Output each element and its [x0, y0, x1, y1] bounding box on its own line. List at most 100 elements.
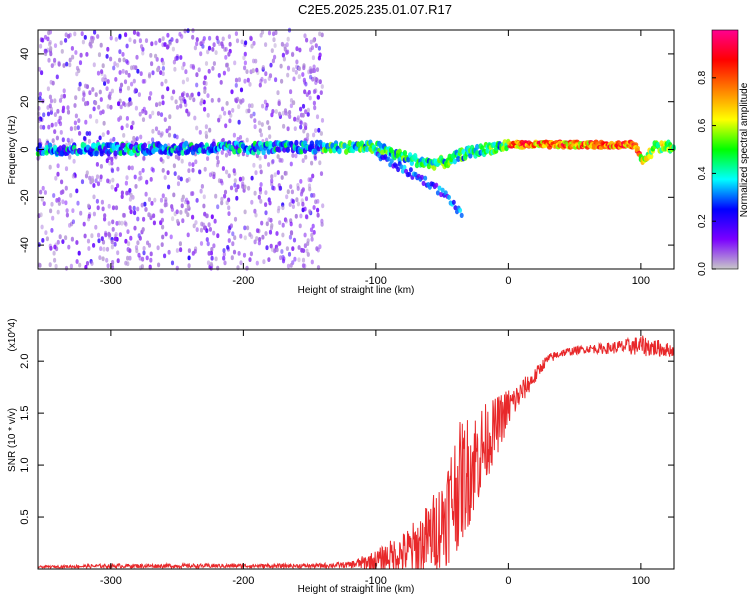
spectrogram-carrier-point — [321, 142, 327, 149]
spectrogram-noise-point — [306, 112, 310, 117]
spectrogram-noise-point — [309, 74, 313, 80]
spectrogram-noise-point — [160, 242, 164, 248]
spectrogram-noise-point — [250, 199, 254, 205]
spectrogram-noise-point — [76, 200, 80, 206]
spectrogram-noise-point — [148, 213, 152, 219]
spectrogram-noise-point — [179, 247, 183, 253]
spectrogram-noise-point — [233, 216, 238, 222]
spectrogram-noise-point — [65, 208, 69, 214]
spectrogram-noise-point — [279, 255, 283, 261]
spectrogram-noise-point — [204, 61, 209, 66]
spectrogram-noise-point — [50, 228, 54, 233]
colorbar-tick-label: 0.4 — [697, 166, 708, 180]
spectrogram-noise-point — [39, 212, 43, 218]
spectrogram-noise-point — [68, 62, 72, 68]
spectrogram-noise-point — [269, 243, 273, 249]
spectrogram-noise-point — [51, 80, 55, 86]
spectrogram-noise-point — [58, 98, 63, 103]
spectrogram-noise-point — [152, 220, 156, 226]
spectrogram-noise-point — [47, 124, 51, 130]
spectrogram-carrier-point — [402, 150, 408, 156]
spectrogram-noise-point — [142, 216, 146, 222]
spectrogram-noise-point — [232, 168, 236, 174]
spectrogram-noise-point — [82, 92, 86, 98]
spectrogram-noise-point — [255, 236, 259, 241]
spectrogram-noise-point — [207, 251, 211, 256]
spectrogram-noise-point — [231, 241, 235, 247]
spectrogram-noise-point — [139, 175, 143, 181]
spectrogram-noise-point — [227, 205, 231, 211]
spectrogram-noise-point — [154, 40, 158, 46]
spectrogram-noise-point — [155, 57, 159, 62]
spectrogram-noise-point — [150, 41, 154, 47]
spectrogram-noise-point — [193, 45, 197, 51]
spectrogram-branch-point — [435, 190, 440, 196]
spectrogram-noise-point — [144, 38, 149, 43]
spectrogram-noise-point — [85, 170, 89, 176]
spectrogram-noise-point — [150, 61, 154, 67]
spectrogram-noise-point — [106, 178, 110, 184]
spectrogram-noise-point — [163, 42, 167, 47]
spectrogram-branch-point — [440, 187, 445, 193]
spectrogram-noise-point — [220, 196, 224, 202]
spectrogram-noise-point — [221, 36, 225, 42]
spectrogram-x-tick-label: 100 — [632, 275, 650, 287]
spectrogram-noise-point — [249, 251, 253, 257]
spectrogram-noise-point — [134, 105, 138, 111]
spectrogram-noise-point — [184, 69, 188, 75]
spectrogram-noise-point — [59, 40, 63, 46]
spectrogram-noise-point — [79, 52, 83, 58]
spectrogram-noise-point — [260, 122, 264, 127]
spectrogram-noise-point — [205, 213, 209, 219]
spectrogram-noise-point — [194, 159, 198, 165]
spectrogram-noise-point — [302, 65, 306, 71]
spectrogram-noise-point — [250, 43, 254, 49]
spectrogram-y-ticks: -40 -20 0 20 40 — [19, 48, 674, 253]
spectrogram-noise-point — [56, 163, 60, 169]
spectrogram-noise-point — [269, 217, 273, 223]
spectrogram-noise-point — [270, 174, 274, 180]
spectrogram-noise-point — [134, 184, 138, 189]
spectrogram-noise-point — [313, 76, 317, 82]
snr-plot: -300 -200 -100 0 100 0.5 1.0 1.5 2.0 Height of … — [7, 318, 675, 595]
spectrogram-noise-point — [112, 65, 116, 71]
spectrogram-noise-point — [206, 93, 210, 98]
spectrogram-noise-point — [283, 43, 287, 49]
spectrogram-noise-point — [313, 105, 317, 111]
spectrogram-noise-point — [266, 120, 270, 125]
spectrogram-noise-point — [76, 125, 80, 130]
spectrogram-noise-point — [320, 32, 324, 38]
spectrogram-branch-point — [421, 180, 426, 186]
spectrogram-noise-point — [317, 127, 321, 133]
spectrogram-noise-point — [301, 257, 306, 263]
spectrogram-noise-point — [49, 208, 53, 214]
spectrogram-noise-point — [87, 139, 91, 144]
spectrogram-noise-point — [289, 230, 294, 236]
spectrogram-noise-point — [301, 201, 305, 207]
spectrogram-noise-point — [45, 236, 50, 242]
spectrogram-noise-point — [227, 34, 231, 39]
spectrogram-noise-point — [220, 200, 224, 206]
spectrogram-noise-point — [138, 170, 142, 176]
spectrogram-noise-point — [298, 223, 302, 229]
spectrogram-noise-point — [270, 223, 274, 228]
spectrogram-noise-point — [234, 187, 238, 193]
spectrogram-noise-point — [293, 256, 297, 262]
spectrogram-noise-point — [205, 228, 209, 234]
spectrogram-noise-point — [270, 159, 274, 165]
spectrogram-noise-point — [291, 246, 295, 252]
spectrogram-noise-point — [87, 203, 91, 209]
spectrogram-noise-point — [78, 262, 82, 268]
spectrogram-noise-point — [303, 263, 307, 269]
spectrogram-carrier-point — [211, 141, 216, 148]
spectrogram-noise-point — [202, 194, 206, 200]
spectrogram-noise-point — [53, 43, 58, 48]
spectrogram-noise-point — [64, 265, 69, 271]
spectrogram-noise-point — [174, 56, 178, 62]
spectrogram-noise-point — [222, 70, 226, 76]
spectrogram-noise-point — [101, 239, 106, 245]
snr-y-multiplier: (x10^4) — [7, 318, 18, 351]
spectrogram-noise-point — [298, 47, 302, 53]
spectrogram-noise-point — [317, 45, 321, 51]
spectrogram-noise-point — [125, 175, 129, 181]
